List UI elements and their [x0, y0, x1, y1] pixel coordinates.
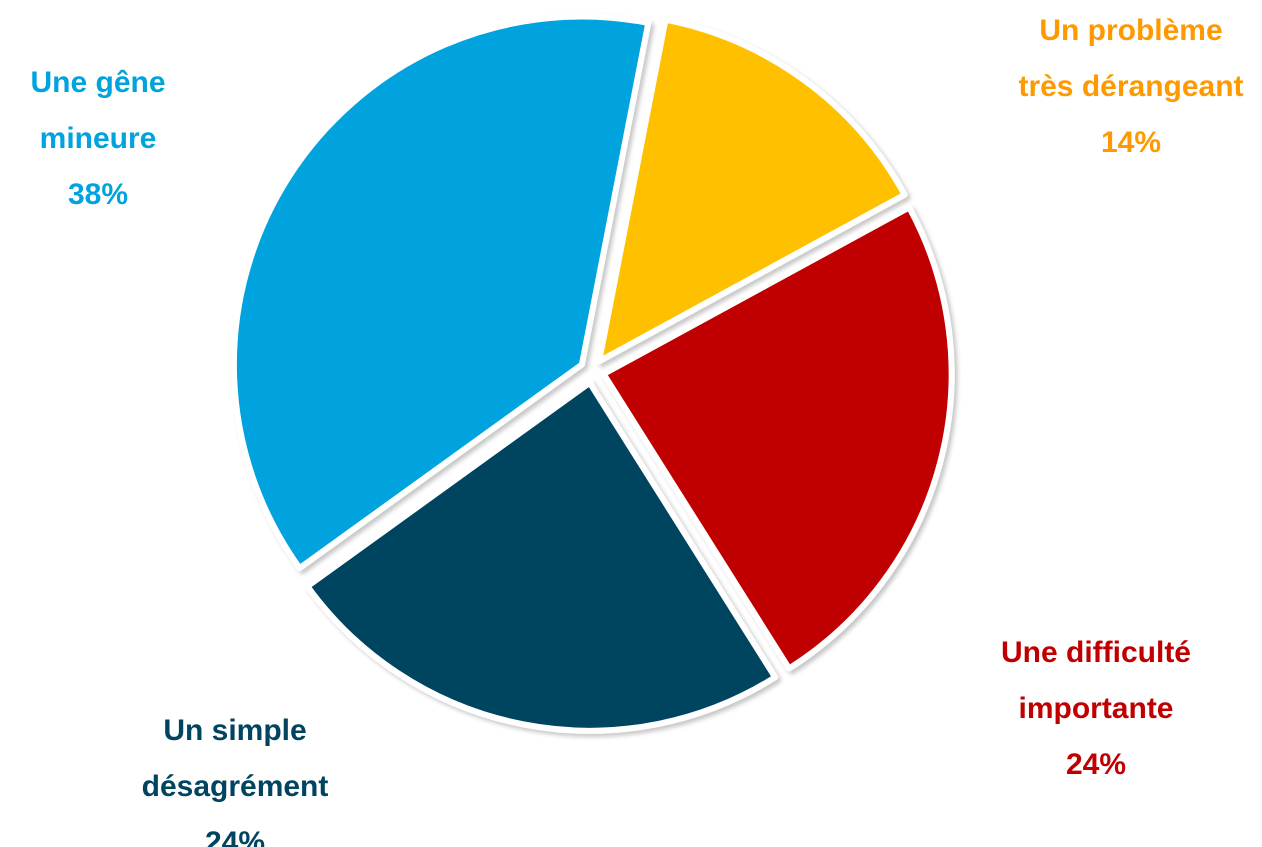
slice-category-label: Un simple	[163, 714, 306, 747]
slice-category-label: importante	[1018, 692, 1173, 725]
slice-label: Une difficulté importante 24%	[1001, 636, 1191, 781]
pie-labels: Un problème très dérangeant 14% Une difficu…	[30, 14, 1243, 847]
slice-percent-label: 38%	[68, 178, 128, 211]
slice-category-label: désagrément	[142, 770, 329, 803]
slice-category-label: mineure	[40, 122, 157, 155]
pie-slice	[596, 16, 908, 365]
slice-percent-label: 24%	[205, 826, 265, 847]
slice-percent-label: 14%	[1101, 126, 1161, 159]
slice-label: Un simple désagrément 24%	[142, 714, 329, 847]
slice-category-label: Une difficulté	[1001, 636, 1191, 669]
slice-category-label: Une gêne	[30, 66, 165, 99]
slice-label: Un problème très dérangeant 14%	[1018, 14, 1243, 159]
pie-slice	[304, 379, 779, 734]
slice-category-label: Un problème	[1039, 14, 1222, 47]
slice-percent-label: 24%	[1066, 748, 1126, 781]
pie-slice	[600, 204, 955, 672]
slice-label: Une gêne mineure 38%	[30, 66, 165, 211]
pie-slices	[230, 13, 955, 734]
pie-slice	[230, 13, 652, 572]
slice-category-label: très dérangeant	[1018, 70, 1243, 103]
